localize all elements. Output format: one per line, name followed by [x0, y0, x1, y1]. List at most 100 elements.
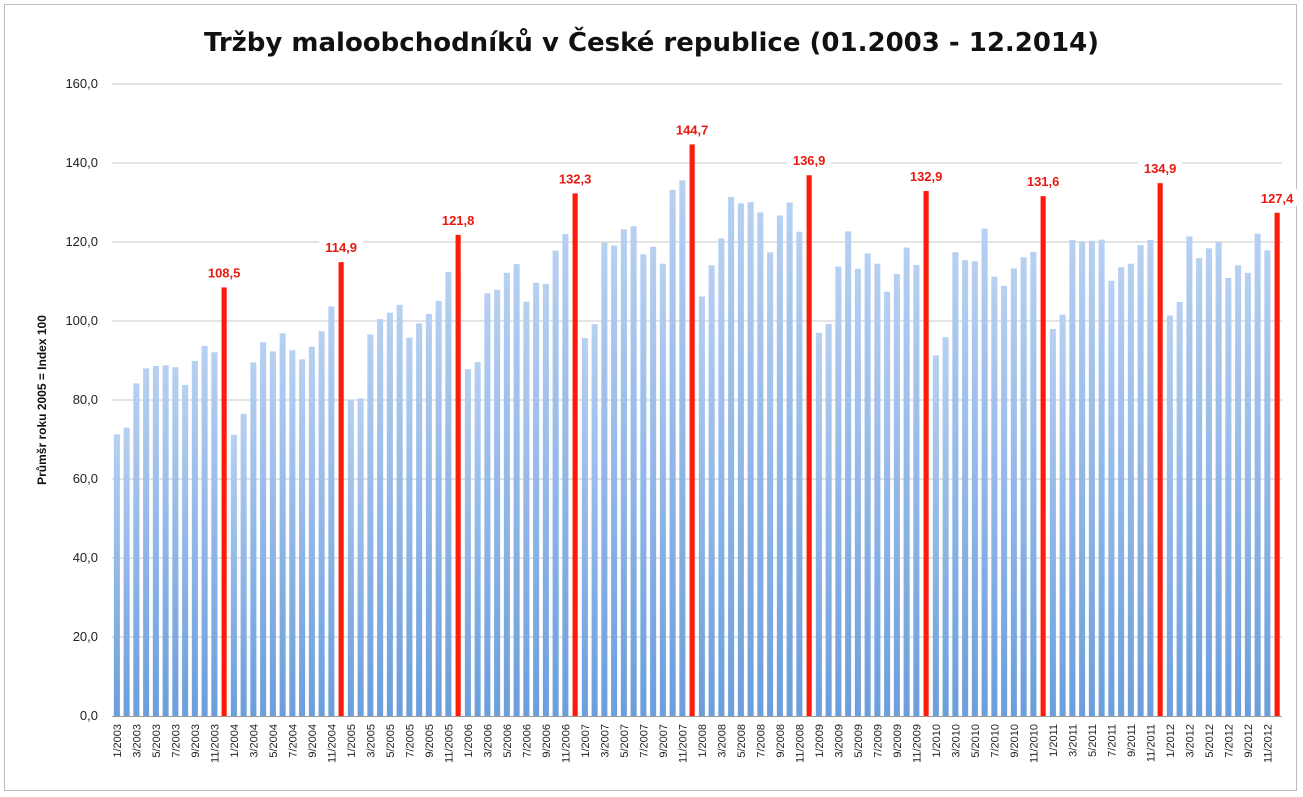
- bar: [854, 268, 861, 716]
- bar: [1186, 236, 1193, 716]
- x-tick-label: 1/2003: [112, 724, 124, 758]
- bar: [796, 231, 803, 717]
- x-tick-label: 1/2005: [346, 724, 358, 758]
- x-tick-label: 11/2007: [677, 724, 689, 763]
- bar: [1254, 233, 1261, 716]
- bar: [357, 398, 364, 716]
- data-label-bg: [1255, 188, 1300, 206]
- bar: [932, 355, 939, 716]
- bar: [620, 229, 627, 717]
- bar: [737, 203, 744, 717]
- bar: [913, 264, 920, 716]
- bar: [903, 247, 910, 716]
- bar: [1196, 258, 1203, 716]
- bar: [581, 337, 588, 716]
- x-tick-label: 7/2008: [755, 724, 767, 758]
- bar: [484, 293, 491, 716]
- bar: [182, 384, 189, 716]
- bar: [386, 312, 393, 716]
- x-tick-label: 9/2005: [424, 724, 436, 758]
- chart-title: Tržby maloobchodníků v České republice (…: [203, 28, 1100, 58]
- bar: [1049, 328, 1056, 716]
- x-tick-label: 9/2009: [892, 724, 904, 758]
- x-tick-label: 3/2004: [248, 724, 260, 758]
- bar: [1079, 241, 1086, 716]
- bar: [1098, 239, 1105, 716]
- bar: [1215, 242, 1222, 716]
- bar: [776, 215, 783, 716]
- bar: [123, 427, 130, 716]
- bar: [533, 282, 540, 716]
- x-tick-label: 9/2004: [307, 724, 319, 758]
- x-tick-label: 7/2010: [989, 724, 1001, 758]
- x-tick-label: 7/2009: [872, 724, 884, 758]
- data-label-bg: [1021, 172, 1066, 190]
- bar: [1127, 263, 1134, 716]
- x-tick-label: 3/2009: [833, 724, 845, 758]
- bar-highlight: [455, 234, 461, 716]
- x-tick-label: 11/2008: [794, 724, 806, 763]
- y-tick-label: 100,0: [65, 313, 98, 328]
- x-tick-label: 7/2007: [638, 724, 650, 758]
- bar: [659, 263, 666, 716]
- y-axis-label: Průmšr roku 2005 = Index 100: [35, 315, 49, 485]
- data-label: 136,9: [793, 153, 826, 168]
- gridlines: [112, 83, 1282, 638]
- bar: [835, 266, 842, 716]
- bar: [347, 399, 354, 716]
- data-label-bg: [1138, 159, 1183, 177]
- bar: [591, 324, 598, 716]
- bar-highlight: [572, 193, 578, 717]
- data-label: 134,9: [1144, 161, 1177, 176]
- x-tick-label: 1/2008: [697, 724, 709, 758]
- x-tick-label: 1/2010: [931, 724, 943, 758]
- x-tick-label: 11/2009: [911, 724, 923, 763]
- bar: [562, 234, 569, 716]
- bar: [698, 296, 705, 716]
- x-tick-label: 11/2011: [1145, 724, 1157, 762]
- bar: [718, 238, 725, 716]
- bar: [1264, 250, 1271, 717]
- bar: [1166, 315, 1173, 716]
- bar: [240, 413, 247, 716]
- bar-highlight: [338, 262, 344, 716]
- bar: [611, 245, 618, 716]
- x-tick-label: 11/2004: [326, 724, 338, 763]
- data-label: 131,6: [1027, 174, 1060, 189]
- bar: [445, 272, 452, 716]
- bar: [650, 246, 657, 717]
- x-tick-label: 9/2011: [1126, 724, 1138, 757]
- x-tick-label: 9/2008: [775, 724, 787, 758]
- bar: [191, 360, 198, 716]
- x-tick-label: 3/2006: [482, 724, 494, 758]
- bar: [143, 368, 150, 716]
- x-tick-label: 1/2004: [229, 724, 241, 758]
- data-label-bg: [787, 151, 832, 169]
- bar: [1118, 267, 1125, 716]
- x-tick-label: 3/2010: [950, 724, 962, 758]
- bar: [1010, 268, 1017, 716]
- data-label: 144,7: [676, 122, 709, 137]
- bar: [1225, 277, 1232, 716]
- y-tick-label: 20,0: [73, 629, 98, 644]
- x-tick-label: 5/2008: [736, 724, 748, 758]
- bar: [1030, 251, 1037, 716]
- x-tick-label: 11/2006: [560, 724, 572, 763]
- bar: [416, 323, 423, 716]
- x-tick-label: 5/2003: [151, 724, 163, 758]
- x-tick-label: 9/2003: [190, 724, 202, 758]
- bar: [318, 331, 325, 716]
- x-tick-label: 3/2012: [1184, 724, 1196, 758]
- bar: [1020, 257, 1027, 716]
- y-tick-label: 120,0: [65, 234, 98, 249]
- data-labels: 108,5 114,9 121,8 132,3 144,7 136,9 132,9 131,6…: [202, 120, 1300, 281]
- bar: [1176, 302, 1183, 716]
- x-tick-label: 5/2009: [853, 724, 865, 758]
- bar: [113, 434, 120, 716]
- bar: [552, 250, 559, 716]
- x-tick-label: 5/2010: [970, 724, 982, 758]
- bar: [474, 362, 481, 716]
- x-tick-label: 5/2006: [502, 724, 514, 758]
- bar: [299, 359, 306, 716]
